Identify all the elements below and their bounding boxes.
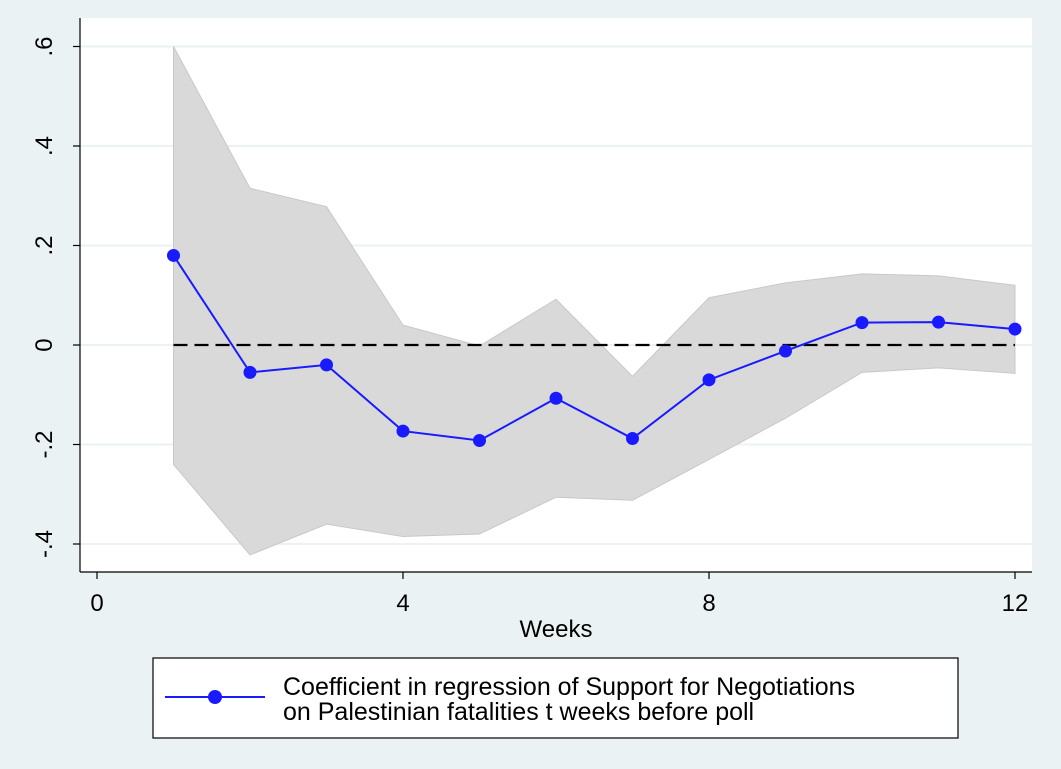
- legend-label-line-2: on Palestinian fatalities t weeks before…: [283, 698, 754, 726]
- legend-label-line-1: Coefficient in regression of Support for…: [283, 673, 855, 701]
- data-point-week-2: [243, 365, 257, 379]
- data-point-week-12: [1008, 322, 1022, 336]
- data-point-week-5: [473, 434, 486, 448]
- y-tick-label: .2: [31, 235, 58, 255]
- data-point-week-10: [855, 316, 869, 330]
- legend-box: [152, 657, 959, 739]
- y-tick-label: -.4: [31, 530, 58, 558]
- y-tick-label: .4: [31, 136, 58, 156]
- series-line: [172, 254, 1016, 442]
- y-tick-label: .6: [31, 36, 58, 56]
- legend-marker-swatch: [208, 690, 222, 704]
- data-point-week-6: [549, 391, 563, 405]
- x-axis-ticks: 0 4 8 12: [90, 572, 1028, 617]
- data-point-week-8: [702, 373, 716, 387]
- data-point-week-1: [167, 248, 180, 262]
- data-point-week-7: [626, 432, 639, 446]
- y-axis-ticks: -.4 -.2 0 .2 .4 .6: [31, 36, 80, 558]
- x-tick-label: 8: [702, 590, 715, 617]
- data-points: [167, 248, 1022, 448]
- data-point-week-3: [320, 358, 333, 372]
- data-point-week-4: [396, 424, 410, 438]
- data-point-week-9: [779, 344, 792, 358]
- x-axis-title: Weeks: [520, 616, 593, 643]
- x-tick-label: 12: [1002, 590, 1029, 617]
- legend: Coefficient in regression of Support for…: [152, 657, 959, 739]
- x-tick-label: 4: [396, 590, 409, 617]
- y-tick-label: 0: [31, 338, 58, 351]
- x-tick-label: 0: [90, 590, 103, 617]
- y-tick-label: -.2: [31, 430, 58, 458]
- data-point-week-11: [932, 315, 945, 329]
